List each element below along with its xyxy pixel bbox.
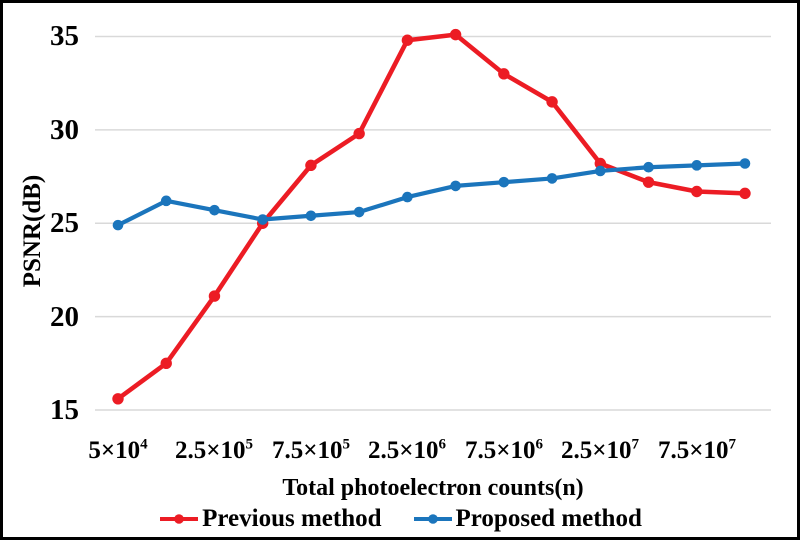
legend: Previous method Proposed method: [3, 503, 797, 535]
y-axis-tick-label-25: 25: [50, 207, 79, 239]
legend-line-dot-marker-red: [160, 514, 199, 524]
x-tick-exponent: 5: [245, 436, 254, 453]
x-axis-tick-label-5: 7.5×106: [449, 435, 559, 467]
x-tick-base: 2.5×10: [175, 437, 246, 464]
x-tick-base: 7.5×10: [658, 437, 729, 464]
x-tick-base: 7.5×10: [272, 437, 343, 464]
x-axis-tick-label-2: 2.5×105: [159, 435, 269, 467]
x-axis-tick-label-7: 7.5×107: [642, 435, 752, 467]
x-tick-base: 2.5×10: [561, 437, 632, 464]
x-tick-exponent: 6: [438, 436, 447, 453]
x-tick-base: 7.5×10: [465, 437, 536, 464]
y-axis-tick-label-15: 15: [50, 394, 79, 426]
x-tick-exponent: 4: [140, 436, 148, 453]
y-axis-tick-label-20: 20: [50, 301, 79, 333]
x-tick-exponent: 5: [342, 436, 351, 453]
legend-line-dot-marker-blue: [413, 514, 452, 524]
legend-label-proposed-method: Proposed method: [455, 505, 642, 532]
x-axis-tick-label-4: 2.5×106: [352, 435, 462, 467]
legend-label-previous-method: Previous method: [202, 505, 382, 532]
legend-item-proposed-method: Proposed method: [412, 505, 642, 533]
x-axis-title: Total photoelectron counts(n): [282, 475, 584, 501]
x-tick-exponent: 7: [728, 436, 737, 453]
y-axis-tick-label-35: 35: [50, 20, 79, 52]
x-tick-base: 5×10: [88, 437, 141, 464]
x-axis-tick-label-6: 2.5×107: [545, 435, 655, 467]
legend-item-previous-method: Previous method: [158, 505, 382, 533]
x-axis-tick-label-3: 7.5×105: [256, 435, 366, 467]
y-axis-tick-label-30: 30: [50, 114, 79, 146]
line-chart-plot-area: [95, 28, 771, 411]
x-tick-base: 2.5×10: [368, 437, 439, 464]
x-tick-exponent: 6: [535, 436, 544, 453]
x-tick-exponent: 7: [631, 436, 640, 453]
x-axis-tick-label-1: 5×104: [63, 435, 173, 467]
